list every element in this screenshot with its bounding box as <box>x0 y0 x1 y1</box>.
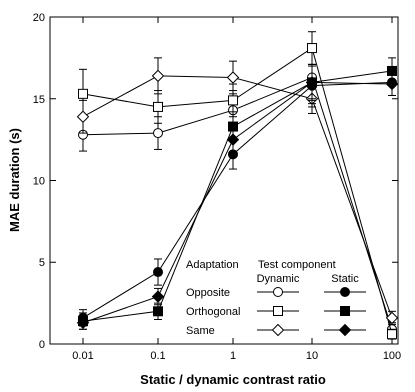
y-tick: 15 <box>33 94 398 106</box>
y-tick-label: 10 <box>33 176 45 188</box>
y-tick-label: 5 <box>39 257 45 269</box>
data-point-same-static <box>385 77 399 91</box>
legend-symbol-circle-filled <box>340 287 350 297</box>
legend-symbol-diamond-filled <box>338 323 352 337</box>
legend-symbol-square-open <box>273 306 283 316</box>
data-point-same-static <box>305 76 319 89</box>
legend-row-orthogonal: Orthogonal <box>186 306 240 318</box>
x-tick: 0.1 <box>150 17 166 362</box>
y-tick-label: 0 <box>39 339 45 351</box>
data-point-same-static <box>151 290 165 303</box>
data-point-same-static <box>226 133 240 146</box>
data-point-orthogonal-dynamic <box>228 95 238 106</box>
legend-symbol-diamond-open <box>271 323 285 337</box>
x-tick-label: 10 <box>306 350 318 362</box>
data-point-same-dynamic <box>226 71 240 84</box>
legend-column-dynamic: Dynamic <box>257 273 300 285</box>
data-point-orthogonal-static <box>153 306 163 317</box>
data-point-orthogonal-dynamic <box>387 329 397 340</box>
y-tick: 5 <box>39 257 398 269</box>
x-tick-label: 0.01 <box>72 350 93 362</box>
x-tick-label: 0.1 <box>150 350 165 362</box>
y-axis: 0 5 10 15 20 <box>33 12 398 351</box>
x-tick: 1 <box>230 17 236 362</box>
legend-row-same: Same <box>186 325 215 337</box>
data-series <box>76 31 399 340</box>
y-tick: 10 <box>33 176 398 188</box>
series-line-same-static <box>82 81 393 324</box>
data-point-orthogonal-dynamic <box>78 88 88 99</box>
data-point-same-static <box>76 316 90 329</box>
y-tick-label: 20 <box>33 12 45 24</box>
legend-symbol-square-filled <box>340 306 350 316</box>
x-tick-label: 100 <box>383 350 401 362</box>
data-point-same-dynamic <box>151 69 165 83</box>
x-tick: 0.01 <box>72 17 94 362</box>
data-point-orthogonal-dynamic <box>307 43 317 54</box>
legend-column-header: Test component <box>258 259 336 271</box>
x-tick-label: 1 <box>230 350 236 362</box>
y-tick: 20 <box>33 12 398 24</box>
y-tick: 0 <box>39 339 398 351</box>
data-point-opposite-static <box>153 267 163 278</box>
data-point-orthogonal-dynamic <box>153 101 163 112</box>
x-axis: 0.01 0.1 1 10 100 <box>72 17 401 362</box>
x-tick: 10 <box>306 17 318 362</box>
legend-symbol-circle-open <box>273 287 283 297</box>
y-tick-label: 15 <box>33 94 45 106</box>
x-axis-title: Static / dynamic contrast ratio <box>140 372 326 387</box>
data-point-same-dynamic <box>385 311 399 325</box>
legend-row-header: Adaptation <box>186 259 239 271</box>
data-point-opposite-dynamic <box>153 128 163 139</box>
legend-column-static: Static <box>331 273 359 285</box>
data-point-same-dynamic <box>76 110 90 123</box>
series-same-static <box>76 65 399 330</box>
legend: Adaptation Test component Dynamic Static… <box>186 259 366 337</box>
legend-row-opposite: Opposite <box>186 287 230 299</box>
legend-symbols <box>257 287 366 337</box>
y-axis-title: MAE duration (s) <box>7 128 22 232</box>
series-same-dynamic <box>76 57 399 325</box>
